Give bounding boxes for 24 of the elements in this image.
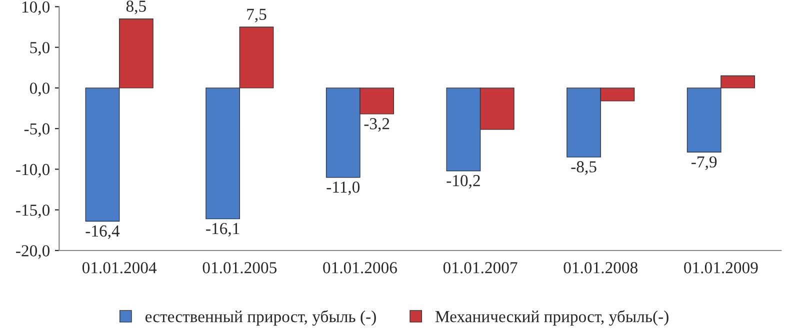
y-tick-label: -15,0 (16, 204, 50, 218)
y-tick-label: -10,0 (16, 164, 50, 178)
data-label: -7,9 (692, 156, 717, 170)
x-tick-label: 01.01.2005 (202, 262, 277, 274)
legend-label: Механический прирост, убыль(-) (435, 310, 668, 326)
data-label: -8,5 (571, 161, 596, 175)
data-label: -10,2 (446, 174, 480, 189)
x-tick-label: 01.01.2008 (564, 262, 638, 274)
x-tick-label: 01.01.2006 (323, 262, 397, 274)
y-tick-label: 5,0 (30, 42, 50, 56)
legend-label: естественный прирост, убыль (-) (145, 310, 376, 326)
x-tick-label: 01.01.2004 (82, 262, 157, 274)
data-label: -3,2 (364, 118, 390, 132)
data-label: -16,1 (206, 222, 240, 237)
data-label: 8,5 (126, 0, 146, 14)
y-tick-label: 10,0 (22, 1, 50, 16)
y-tick-label: -5,0 (24, 123, 50, 137)
x-tick-label: 01.01.2007 (443, 262, 518, 274)
data-label: -16,4 (86, 225, 120, 240)
y-tick-label: 0,0 (30, 82, 50, 96)
data-label: -11,0 (326, 181, 360, 196)
data-label: 7,5 (247, 8, 266, 22)
y-tick-label: -20,0 (16, 245, 50, 259)
x-tick-label: 01.01.2009 (684, 262, 758, 274)
